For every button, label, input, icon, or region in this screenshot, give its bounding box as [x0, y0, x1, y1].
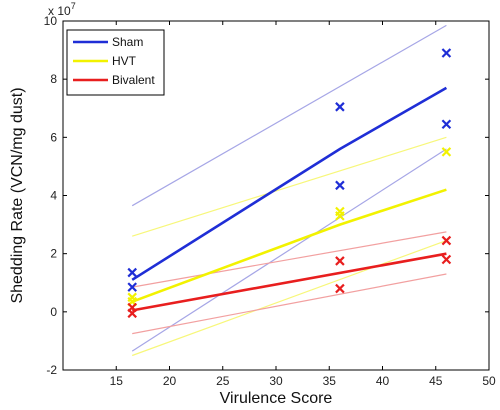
y-tick-label: 8 — [50, 72, 57, 86]
y-tick-label: 10 — [44, 14, 58, 28]
x-axis-label: Virulence Score — [220, 390, 333, 407]
bivalent-point — [127, 308, 138, 319]
hvt-point — [441, 147, 452, 157]
bivalent-lower-bound — [132, 273, 447, 335]
y-axis-label: Shedding Rate (VCN/mg dust) — [9, 87, 26, 303]
x-tick-label: 50 — [482, 374, 496, 388]
x-tick-label: 25 — [216, 374, 230, 388]
bivalent-point — [441, 235, 452, 246]
hvt-upper-bound — [132, 136, 447, 237]
bivalent-point — [441, 254, 452, 265]
confidence-bands — [131, 24, 447, 357]
exponent-power: 7 — [71, 1, 76, 11]
x-tick-label: 30 — [269, 374, 283, 388]
legend-label-sham: Sham — [112, 35, 143, 49]
sham-fit-line — [131, 86, 448, 281]
x-tick-label: 40 — [376, 374, 390, 388]
bivalent-point — [335, 256, 345, 266]
y-tick-label: -2 — [46, 363, 57, 377]
sham-point — [127, 282, 138, 292]
hvt-lower-bound — [131, 240, 447, 357]
bivalent-point — [335, 283, 345, 294]
sham-point — [335, 102, 345, 112]
sham-point — [335, 180, 345, 191]
x-tick-label: 15 — [110, 374, 124, 388]
legend: Sham HVT Bivalent — [66, 29, 165, 96]
y-tick-label: 2 — [50, 247, 57, 261]
y-tick-label: 6 — [50, 130, 57, 144]
y-exponent-label: x 107 — [48, 1, 76, 18]
axis-ticks: 15 20 25 30 35 40 45 50 -2 0 2 4 6 8 10 — [44, 14, 496, 388]
legend-label-bivalent: Bivalent — [112, 73, 155, 87]
y-tick-label: 4 — [50, 189, 57, 203]
bivalent-upper-bound — [132, 231, 447, 288]
legend-label-hvt: HVT — [112, 54, 137, 68]
sham-point — [127, 267, 138, 278]
hvt-fit-line — [131, 188, 447, 303]
x-tick-label: 45 — [429, 374, 443, 388]
y-tick-label: 0 — [50, 305, 57, 319]
x-tick-label: 20 — [163, 374, 177, 388]
sham-lower-bound — [131, 148, 447, 352]
hvt-point — [335, 211, 345, 221]
bivalent-fit-line — [131, 252, 447, 312]
sham-upper-bound — [131, 24, 447, 207]
fit-lines — [131, 86, 448, 312]
sham-point — [441, 48, 452, 58]
data-points — [127, 48, 452, 319]
sham-point — [441, 119, 452, 130]
x-tick-label: 35 — [323, 374, 337, 388]
